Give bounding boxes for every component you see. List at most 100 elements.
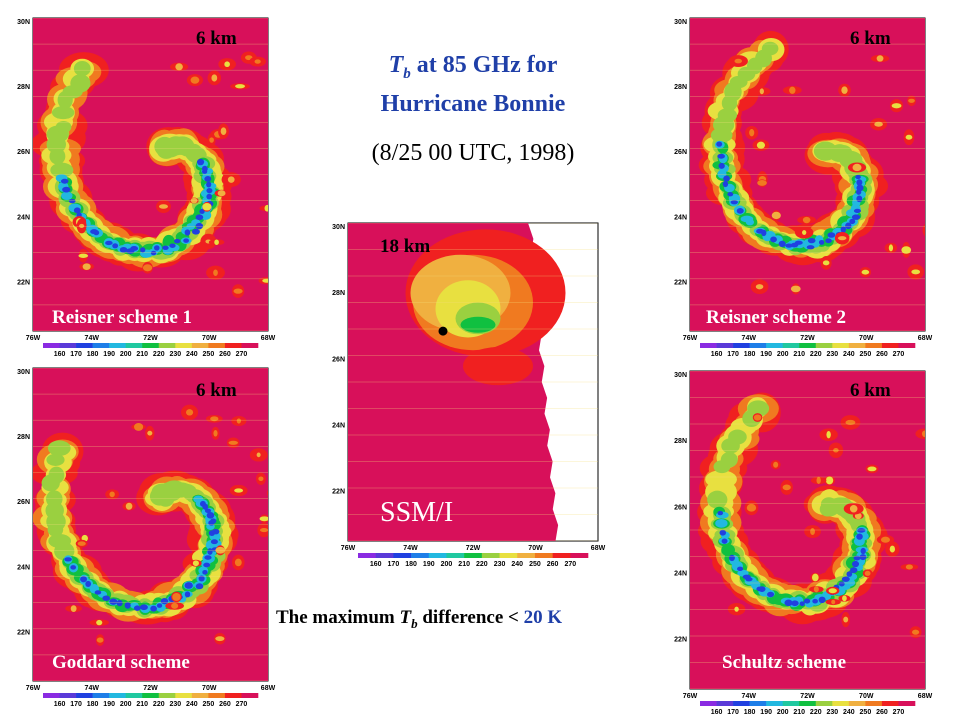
tb-field: [690, 371, 925, 689]
lat-label: 22N: [674, 279, 687, 286]
lat-label: 28N: [674, 438, 687, 445]
colorbar-swatch: [158, 343, 176, 348]
colorbar-tick: 230: [826, 351, 838, 358]
colorbar-tick: 260: [219, 701, 231, 708]
scheme-label-schultz: Schultz scheme: [722, 652, 847, 673]
colorbar-tick: 270: [893, 709, 905, 716]
colorbar-swatch: [749, 701, 767, 706]
colorbar-swatch: [799, 701, 817, 706]
colorbar-tick: 210: [136, 701, 148, 708]
colorbar-swatch: [749, 343, 767, 348]
colorbar-tick: 250: [860, 709, 872, 716]
colorbar-tick: 230: [169, 351, 181, 358]
colorbar-tick: 240: [843, 709, 855, 716]
figure-subtitle: (8/25 00 UTC, 1998): [371, 140, 575, 166]
lon-label: 76W: [683, 693, 698, 700]
colorbar-swatch: [815, 701, 833, 706]
colorbar-tick: 250: [860, 351, 872, 358]
colorbar-swatch: [125, 343, 143, 348]
lat-label: 30N: [674, 19, 687, 26]
lat-label: 30N: [332, 224, 345, 231]
colorbar-tick: 160: [711, 351, 723, 358]
colorbar-swatch: [411, 553, 430, 558]
colorbar-tick: 160: [54, 701, 66, 708]
colorbar-tick: 190: [103, 351, 115, 358]
colorbar-swatch: [832, 701, 850, 706]
resolution-label-ssmi: 18 km: [380, 236, 431, 257]
colorbar-tick: 160: [54, 351, 66, 358]
tb-field: [690, 18, 925, 331]
colorbar-tick: 210: [793, 351, 805, 358]
colorbar-tick: 160: [711, 709, 723, 716]
colorbar-swatch: [109, 343, 126, 348]
colorbar-tick: 160: [370, 561, 382, 568]
lat-label: 24N: [332, 422, 345, 429]
colorbar-tick: 240: [186, 701, 198, 708]
lat-label: 22N: [332, 489, 345, 496]
colorbar-tick: 260: [876, 709, 888, 716]
lon-label: 74W: [742, 693, 757, 700]
colorbar-swatch: [142, 343, 160, 348]
colorbar-tick: 230: [169, 701, 181, 708]
colorbar-swatch: [733, 701, 750, 706]
lat-label: 24N: [674, 570, 687, 577]
colorbar-tick: 190: [760, 351, 772, 358]
storm-center-dot: [438, 326, 448, 336]
lon-label: 72W: [143, 685, 158, 692]
tb-field: [348, 223, 598, 541]
colorbar-swatch: [898, 701, 916, 706]
lat-label: 26N: [332, 356, 345, 363]
colorbar-tick: 260: [876, 351, 888, 358]
lat-label: 26N: [17, 149, 30, 156]
colorbar-swatch: [59, 343, 77, 348]
resolution-label-reisner2: 6 km: [850, 28, 891, 49]
panel-reisner-scheme-1: 30N 28N 26N 24N 22N 76W 74W 72W 70W 68W 160 170 180 1…: [5, 15, 280, 360]
lon-label: 76W: [683, 335, 698, 342]
colorbar-swatch: [799, 343, 817, 348]
lon-label: 74W: [742, 335, 757, 342]
lat-label: 26N: [17, 499, 30, 506]
colorbar-swatch: [175, 343, 193, 348]
tb-field: [33, 18, 268, 331]
colorbar-swatch: [517, 553, 536, 558]
colorbar-swatch: [499, 553, 518, 558]
colorbar-tick: 170: [388, 561, 400, 568]
lon-label: 76W: [341, 545, 356, 552]
colorbar-swatch: [92, 693, 110, 698]
colorbar-tick: 220: [153, 701, 165, 708]
colorbar-swatch: [481, 553, 500, 558]
resolution-label-schultz: 6 km: [850, 380, 891, 401]
colorbar-tick: 240: [511, 561, 523, 568]
colorbar-tick: 220: [153, 351, 165, 358]
scheme-label-reisner1: Reisner scheme 1: [52, 307, 193, 328]
colorbar-tick: 180: [744, 709, 756, 716]
map-figure: 30N 28N 26N 24N 22N 76W 74W 72W 70W 68W 160 170 180 1…: [17, 17, 276, 358]
colorbar-tick: 170: [70, 701, 82, 708]
colorbar-tick: 250: [203, 701, 215, 708]
colorbar-swatch: [375, 553, 394, 558]
colorbar-swatch: [716, 343, 734, 348]
lat-label: 24N: [17, 564, 30, 571]
colorbar-swatch: [76, 343, 93, 348]
lon-label: 74W: [85, 335, 100, 342]
lon-label: 68W: [591, 545, 606, 552]
lat-label: 30N: [17, 19, 30, 26]
colorbar-swatch: [224, 693, 242, 698]
lon-label: 70W: [528, 545, 543, 552]
colorbar-swatch: [393, 553, 412, 558]
lat-label: 26N: [674, 504, 687, 511]
lon-label: 72W: [800, 335, 815, 342]
colorbar-swatch: [158, 693, 176, 698]
tb-field: [33, 368, 268, 681]
colorbar-swatch: [76, 693, 93, 698]
colorbar-swatch: [224, 343, 242, 348]
colorbar-swatch: [716, 701, 734, 706]
map-figure: 30N 28N 26N 24N 22N 76W 74W 72W 70W 68W 160 170 180 1…: [17, 367, 276, 708]
colorbar-swatch: [848, 701, 866, 706]
colorbar-swatch: [241, 343, 259, 348]
colorbar-swatch: [766, 343, 783, 348]
colorbar-tick: 200: [441, 561, 453, 568]
colorbar-tick: 220: [810, 709, 822, 716]
colorbar-swatch: [782, 343, 800, 348]
lat-label: 30N: [674, 372, 687, 379]
